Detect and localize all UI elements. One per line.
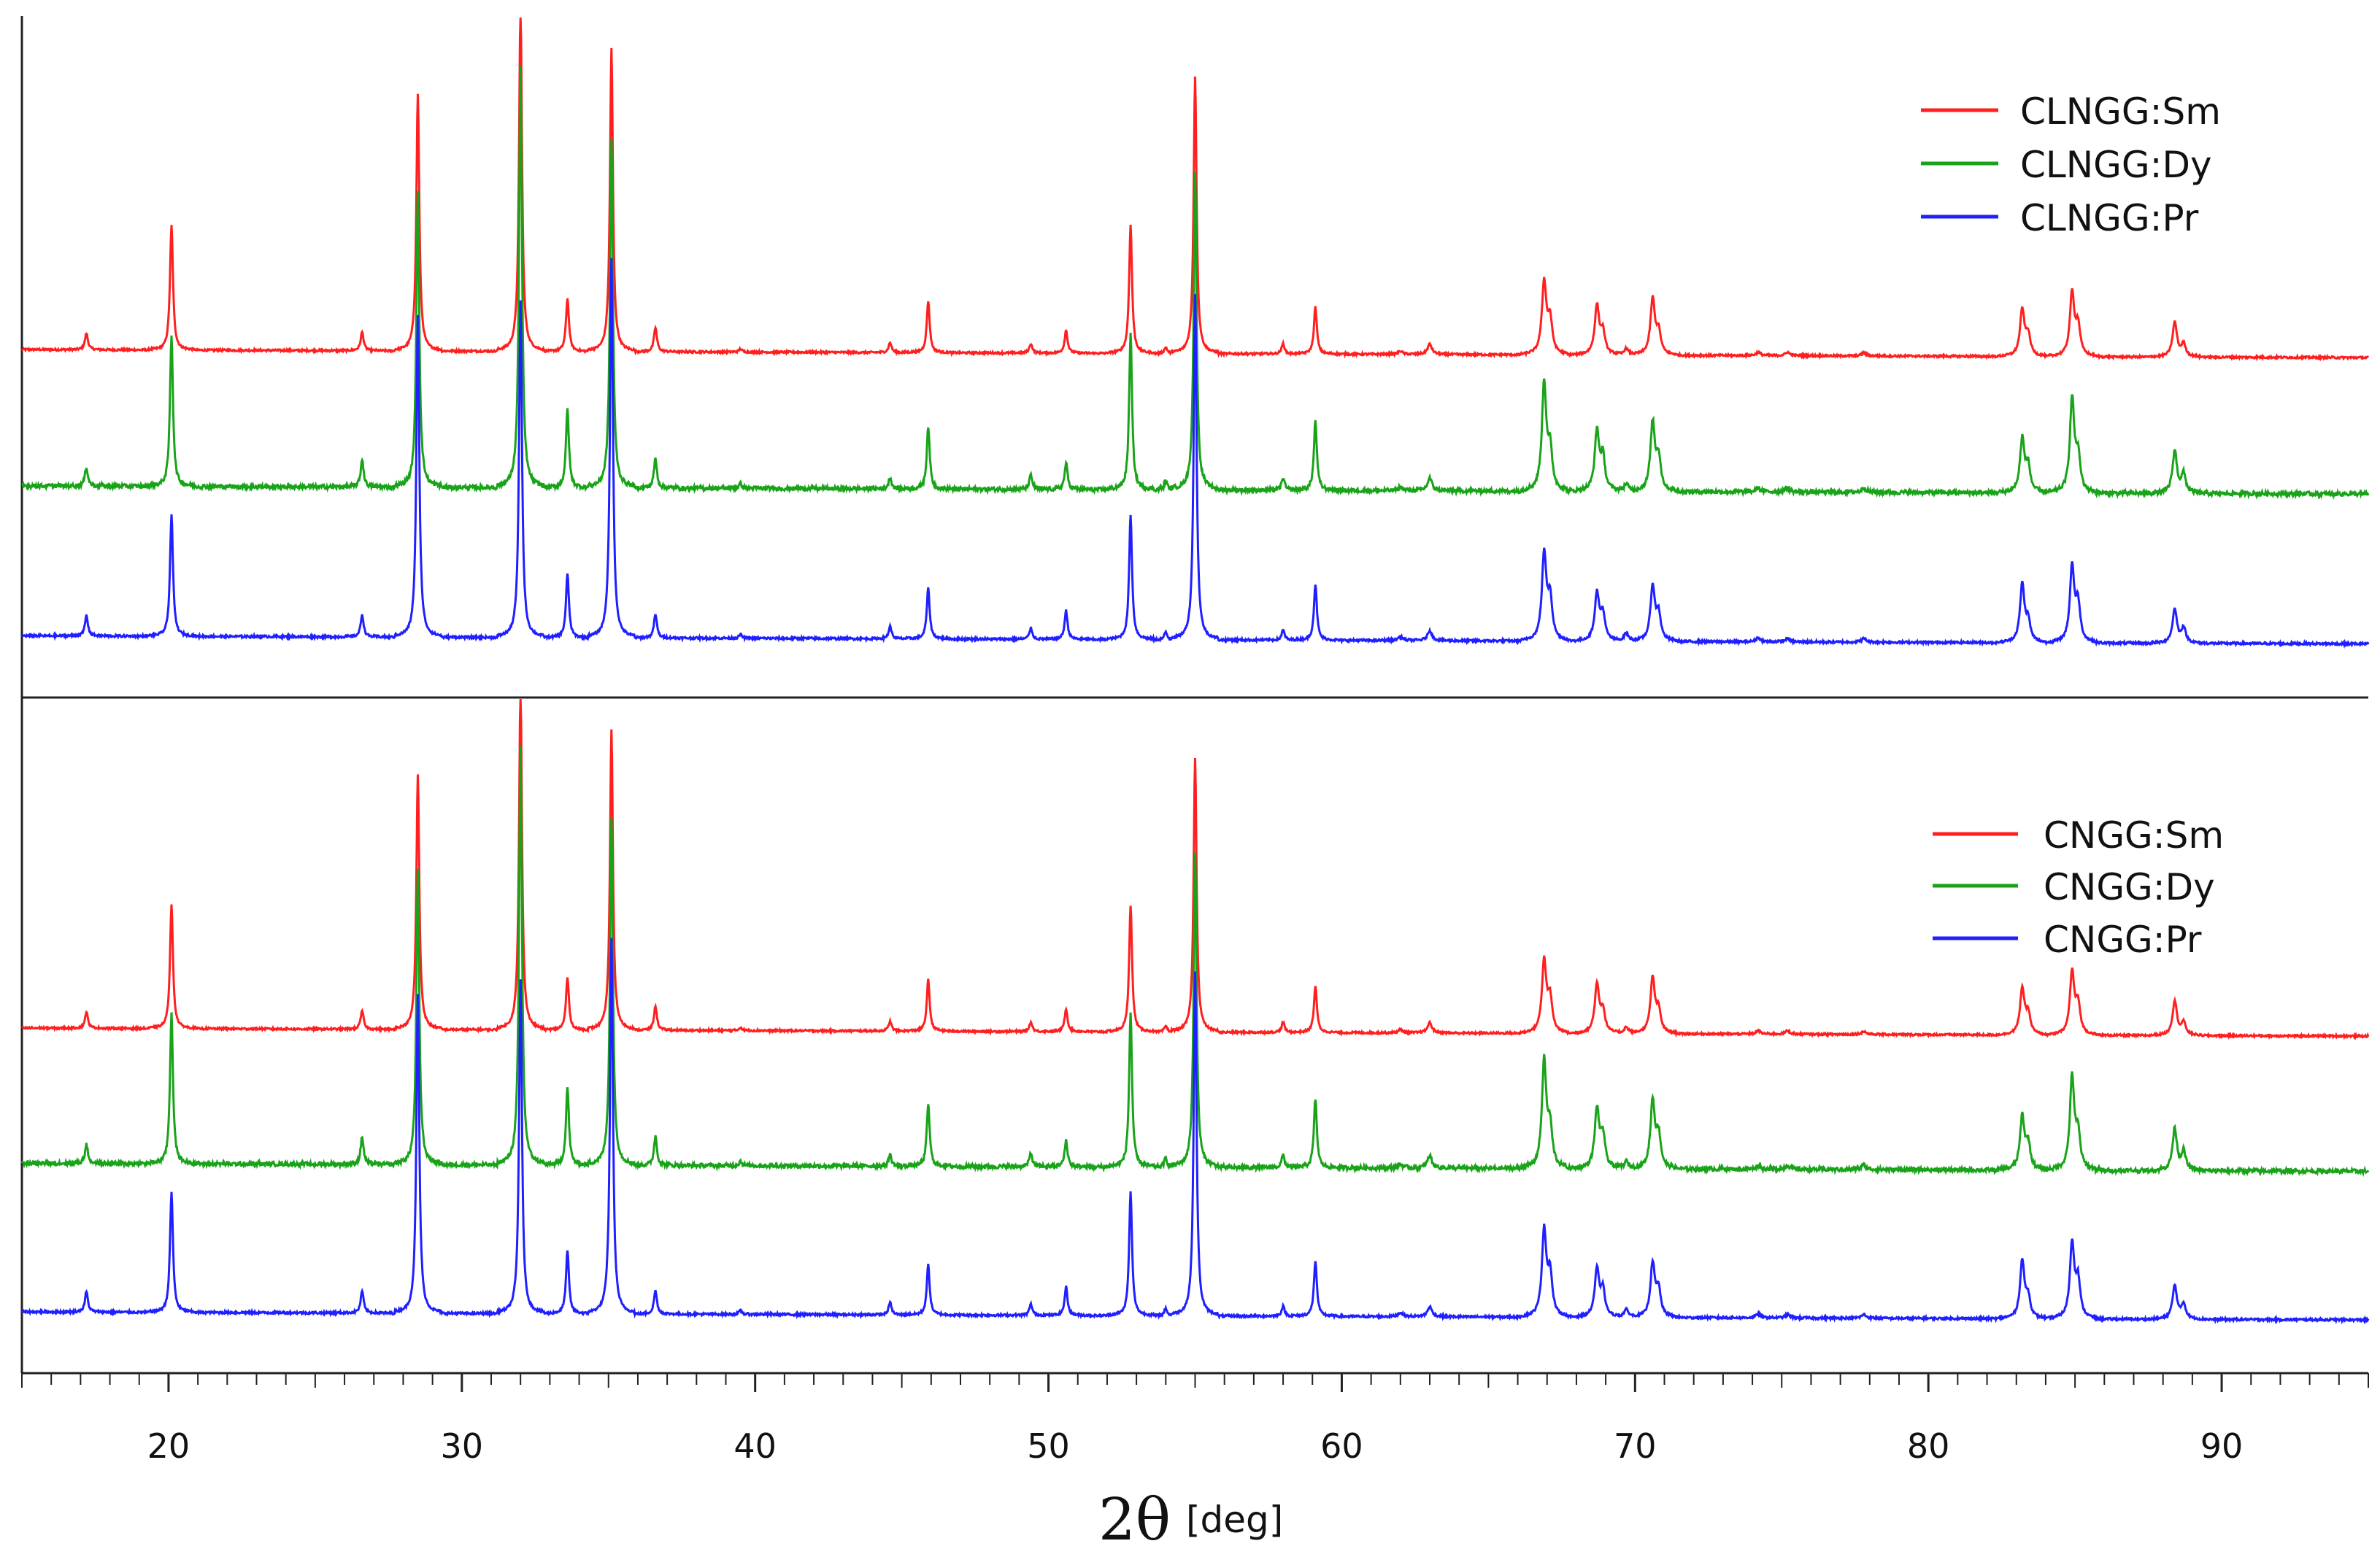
series-clngg-sm — [20, 17, 2370, 362]
x-axis-tick-labels: 20 30 40 50 60 70 80 90 — [147, 1426, 2244, 1466]
x-tick-label: 80 — [1907, 1426, 1950, 1466]
series-clngg-dy — [21, 65, 2370, 501]
series-cngg-sm — [21, 698, 2370, 1040]
x-tick-label: 90 — [2200, 1426, 2244, 1466]
x-tick-label: 30 — [441, 1426, 484, 1466]
legend-label-cngg-pr: CNGG:Pr — [2044, 919, 2202, 961]
legend-label-clngg-sm: CLNGG:Sm — [2020, 90, 2221, 133]
series-layer — [20, 17, 2370, 1325]
x-tick-label: 60 — [1320, 1426, 1363, 1466]
x-axis-ticks — [21, 1373, 2369, 1392]
legend-label-clngg-pr: CLNGG:Pr — [2020, 197, 2199, 239]
legend-upper: CLNGG:Sm CLNGG:Dy CLNGG:Pr — [1921, 90, 2221, 239]
x-tick-label: 40 — [733, 1426, 777, 1466]
x-axis-unit: [deg] — [1186, 1499, 1283, 1541]
legend-label-cngg-sm: CNGG:Sm — [2044, 814, 2224, 857]
series-cngg-pr — [20, 938, 2370, 1325]
series-clngg-pr — [21, 258, 2370, 649]
x-tick-label: 20 — [147, 1426, 190, 1466]
series-cngg-dy — [20, 745, 2370, 1178]
legend-label-clngg-dy: CLNGG:Dy — [2020, 144, 2212, 186]
x-axis-title: 2θ — [1098, 1485, 1171, 1553]
x-tick-label: 70 — [1614, 1426, 1657, 1466]
x-tick-label: 50 — [1027, 1426, 1070, 1466]
legend-lower: CNGG:Sm CNGG:Dy CNGG:Pr — [1933, 814, 2224, 961]
legend-label-cngg-dy: CNGG:Dy — [2044, 866, 2215, 908]
